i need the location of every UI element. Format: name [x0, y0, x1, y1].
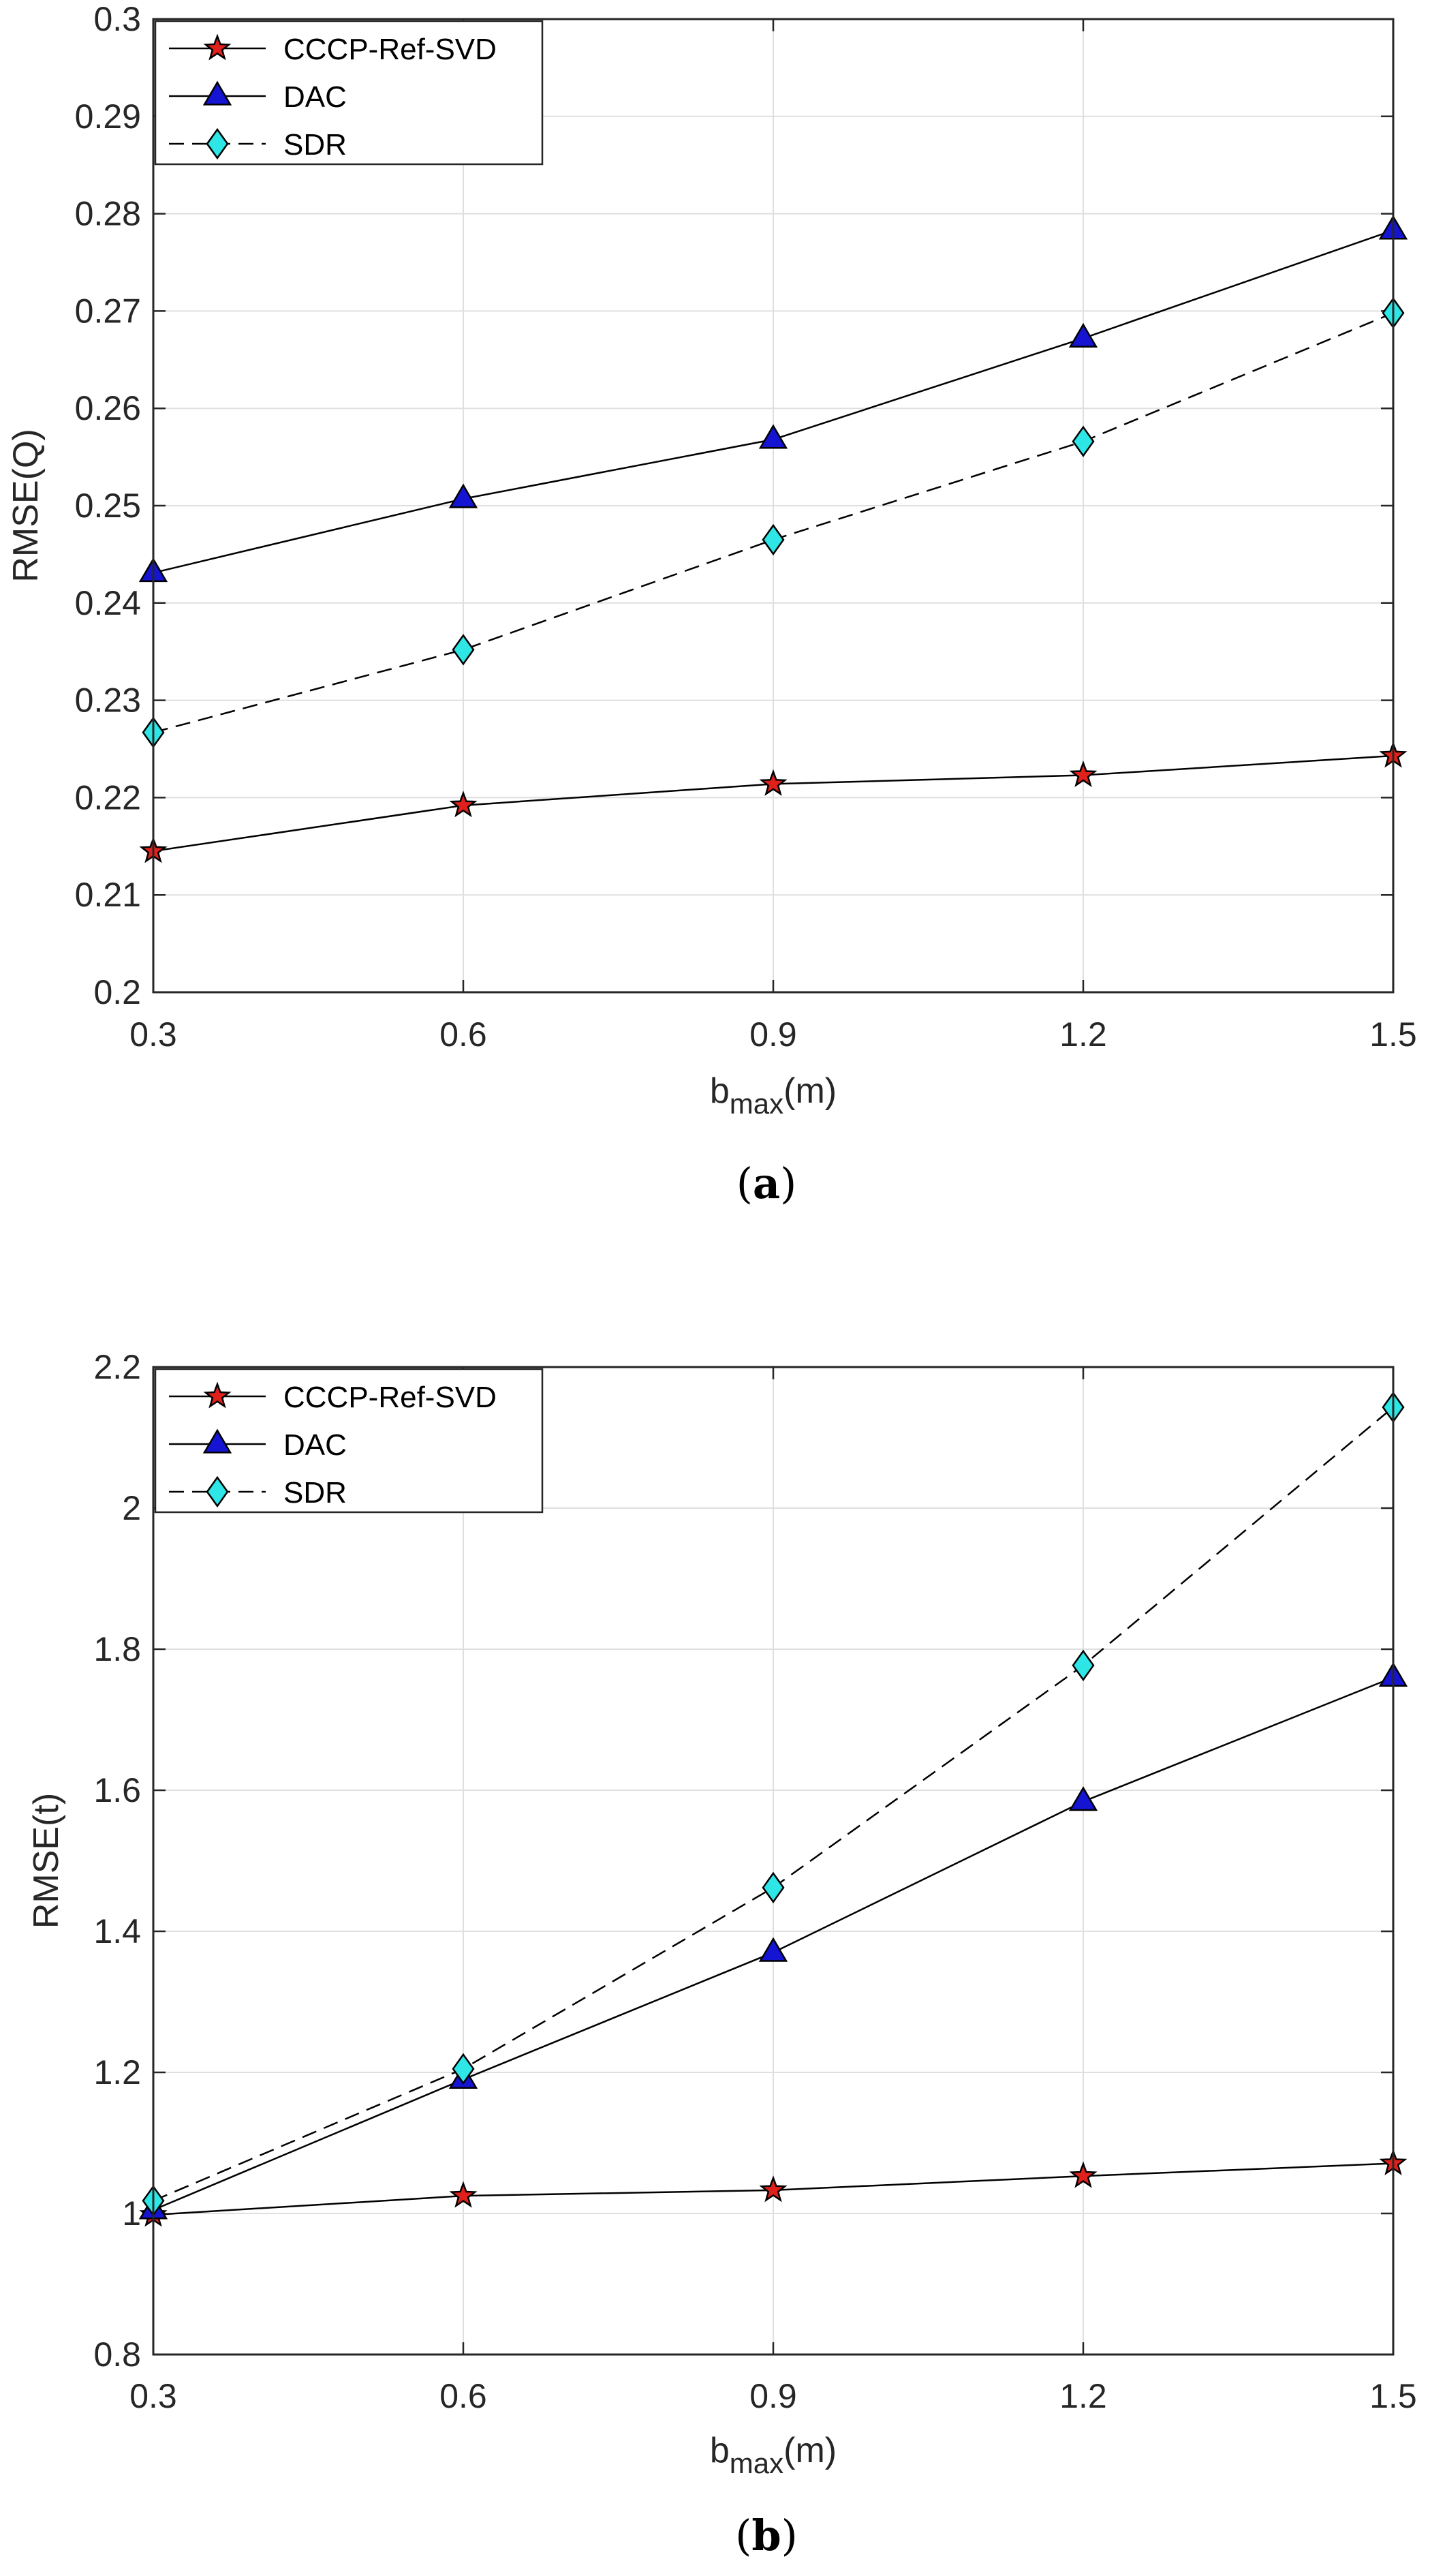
data-point-cccp-ref-svd — [449, 791, 478, 818]
data-point-dac — [1068, 1786, 1098, 1811]
legend-marker-dac — [202, 1428, 232, 1454]
y-tick-label: 0.27 — [75, 292, 141, 330]
y-axis-title: RMSE(Q) — [6, 429, 46, 582]
figure-caption: (b) — [735, 2511, 798, 2560]
y-tick-label: 2.2 — [93, 1348, 141, 1386]
data-point-sdr — [452, 634, 475, 666]
axes-box — [152, 18, 1395, 994]
data-point-sdr — [1072, 425, 1095, 457]
y-tick-label: 1.6 — [93, 1771, 141, 1809]
data-point-cccp-ref-svd — [1069, 2161, 1098, 2188]
chart-b: 0.3 0.6 0.9 1.2 1.5 0.8 1 1.2 1.4 1.6 1.8 2 2.2 CCCP-… — [27, 1348, 1417, 2560]
data-point-dac — [758, 1937, 788, 1962]
legend-label-dac: DAC — [283, 1428, 347, 1462]
x-tick-label: 1.2 — [1059, 1015, 1107, 1054]
data-point-sdr — [452, 2053, 475, 2085]
legend-marker-sdr — [206, 1475, 229, 1508]
y-tick-label: 1 — [122, 2194, 141, 2233]
x-tick-label: 0.6 — [439, 2377, 487, 2415]
legend-label-sdr: SDR — [283, 1476, 347, 1509]
legend-label-cccp-ref-svd: CCCP-Ref-SVD — [283, 1381, 497, 1414]
y-tick-label: 0.24 — [75, 584, 141, 622]
x-tick-label: 0.6 — [439, 1015, 487, 1054]
y-tick-label: 0.2 — [93, 973, 141, 1011]
x-tick-label: 0.9 — [749, 2377, 797, 2415]
legend-label-dac: DAC — [283, 80, 347, 114]
x-tick-label: 0.3 — [129, 1015, 177, 1054]
x-axis-title: bmax(m) — [710, 1071, 837, 1120]
x-tick-label: 1.5 — [1369, 1015, 1417, 1054]
y-tick-label: 1.2 — [93, 2053, 141, 2091]
chart-a: 0.3 0.6 0.9 1.2 1.5 0.2 0.21 0.22 0.23 0.24 0.25 0.… — [6, 0, 1417, 1208]
y-tick-label: 0.22 — [75, 778, 141, 816]
y-tick-label: 0.26 — [75, 389, 141, 427]
y-tick-label: 0.8 — [93, 2335, 141, 2374]
data-point-cccp-ref-svd — [759, 2175, 788, 2203]
y-tick-label: 2 — [122, 1489, 141, 1527]
data-point-cccp-ref-svd — [449, 2181, 478, 2208]
legend-label-sdr: SDR — [283, 128, 347, 162]
data-point-dac — [1068, 322, 1098, 348]
x-tick-label: 0.3 — [129, 2377, 177, 2415]
x-tick-label: 0.9 — [749, 1015, 797, 1054]
legend-marker-sdr — [206, 127, 229, 160]
data-point-sdr — [1072, 1649, 1095, 1681]
legend-marker-cccp-ref-svd — [203, 1381, 232, 1409]
data-point-dac — [448, 483, 478, 508]
x-tick-label: 1.2 — [1059, 2377, 1107, 2415]
y-tick-label: 0.3 — [93, 0, 141, 38]
x-tick-label: 1.5 — [1369, 2377, 1417, 2415]
figure-caption: (a) — [736, 1159, 797, 1208]
y-tick-label: 1.4 — [93, 1912, 141, 1950]
data-point-cccp-ref-svd — [1069, 760, 1098, 788]
y-tick-label: 0.21 — [75, 876, 141, 914]
y-tick-label: 1.8 — [93, 1630, 141, 1668]
data-point-sdr — [762, 523, 785, 556]
y-tick-label: 0.23 — [75, 681, 141, 720]
x-axis-title: bmax(m) — [710, 2431, 837, 2479]
legend-label-cccp-ref-svd: CCCP-Ref-SVD — [283, 33, 497, 66]
data-point-cccp-ref-svd — [759, 769, 788, 796]
y-tick-label: 0.25 — [75, 487, 141, 525]
y-tick-label: 0.29 — [75, 97, 141, 136]
y-axis-title: RMSE(t) — [27, 1793, 66, 1929]
legend-marker-dac — [202, 80, 232, 106]
axes-box — [152, 1366, 1395, 2356]
legend-marker-cccp-ref-svd — [203, 33, 232, 61]
data-point-sdr — [762, 1871, 785, 1903]
data-point-dac — [758, 424, 788, 449]
y-tick-label: 0.28 — [75, 195, 141, 233]
